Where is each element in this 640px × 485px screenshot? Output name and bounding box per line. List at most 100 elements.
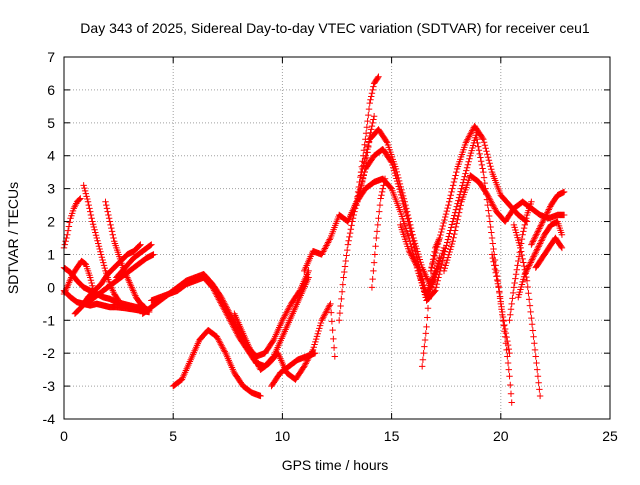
data-point xyxy=(411,240,419,247)
data-point xyxy=(394,171,401,179)
data-point xyxy=(328,318,336,325)
data-point xyxy=(457,188,464,195)
data-point xyxy=(220,305,227,312)
data-point xyxy=(280,314,288,321)
data-point xyxy=(448,240,456,248)
data-point xyxy=(217,341,225,348)
data-point xyxy=(327,309,335,316)
data-point xyxy=(428,264,435,272)
data-point xyxy=(436,271,443,278)
data-point xyxy=(498,306,505,313)
data-point xyxy=(257,392,264,400)
data-point xyxy=(445,233,452,240)
data-point xyxy=(412,242,420,250)
data-point xyxy=(410,234,417,242)
y-tick-label: 3 xyxy=(47,181,55,197)
data-point xyxy=(486,160,493,167)
data-point xyxy=(447,243,455,250)
data-point xyxy=(137,241,144,248)
data-point xyxy=(507,311,514,318)
data-point xyxy=(501,321,508,329)
data-point xyxy=(514,262,521,269)
data-point xyxy=(365,111,372,119)
data-point xyxy=(363,149,370,156)
data-point xyxy=(347,226,355,233)
data-point xyxy=(317,319,325,327)
data-points xyxy=(60,73,568,406)
data-point xyxy=(359,178,366,186)
data-point xyxy=(381,178,388,186)
data-point xyxy=(508,300,515,308)
data-point xyxy=(428,281,435,288)
data-point xyxy=(361,159,368,166)
data-point xyxy=(422,330,430,337)
data-point xyxy=(232,327,239,334)
data-point xyxy=(330,344,338,351)
data-point xyxy=(495,284,502,291)
data-point xyxy=(489,240,496,247)
data-point xyxy=(506,317,513,324)
data-point xyxy=(368,122,376,130)
data-point xyxy=(449,238,456,245)
data-point xyxy=(418,363,426,370)
data-point xyxy=(558,231,566,238)
data-point xyxy=(484,154,492,161)
data-point xyxy=(431,288,438,295)
plot-frame xyxy=(63,56,611,420)
data-point xyxy=(103,205,111,212)
data-point xyxy=(524,265,531,272)
data-point xyxy=(435,237,443,245)
data-point xyxy=(97,251,105,258)
data-point xyxy=(496,289,503,297)
data-point xyxy=(492,269,499,276)
data-point xyxy=(209,284,216,291)
data-point xyxy=(526,260,534,268)
data-point xyxy=(435,257,443,264)
data-point xyxy=(400,195,408,203)
data-point xyxy=(370,267,377,275)
data-point xyxy=(480,174,488,181)
x-tick-label: 15 xyxy=(384,428,400,444)
data-point xyxy=(281,312,288,319)
data-point xyxy=(433,246,440,254)
data-point xyxy=(461,173,468,180)
data-point xyxy=(528,321,536,328)
data-point xyxy=(217,299,224,306)
x-axis-label: GPS time / hours xyxy=(282,457,389,473)
data-point xyxy=(439,222,447,230)
x-tick-label: 20 xyxy=(493,428,509,444)
data-point xyxy=(284,306,292,314)
data-point xyxy=(544,207,552,215)
data-point xyxy=(536,392,544,400)
data-point xyxy=(393,168,400,176)
data-point xyxy=(409,253,416,261)
data-point xyxy=(84,195,91,203)
data-point xyxy=(105,211,112,219)
data-point xyxy=(519,255,526,263)
data-point xyxy=(421,343,428,350)
data-point xyxy=(373,228,381,235)
grid-lines xyxy=(64,57,610,419)
data-point xyxy=(370,116,377,123)
data-point xyxy=(427,267,435,275)
data-point xyxy=(540,216,547,223)
data-point xyxy=(409,255,417,262)
data-point xyxy=(437,231,444,239)
data-point xyxy=(435,274,442,281)
data-point xyxy=(114,296,122,303)
data-point xyxy=(283,309,290,316)
data-point xyxy=(87,277,95,284)
data-point xyxy=(405,247,413,255)
data-point xyxy=(140,303,148,310)
data-point xyxy=(530,253,537,260)
data-point xyxy=(451,175,458,182)
data-point xyxy=(463,137,470,145)
data-point xyxy=(504,353,511,360)
data-point xyxy=(463,167,470,174)
data-point xyxy=(483,196,491,203)
data-point xyxy=(480,168,487,176)
data-point xyxy=(370,113,378,120)
data-point xyxy=(424,305,432,312)
data-point xyxy=(443,242,450,249)
data-point xyxy=(411,237,418,244)
